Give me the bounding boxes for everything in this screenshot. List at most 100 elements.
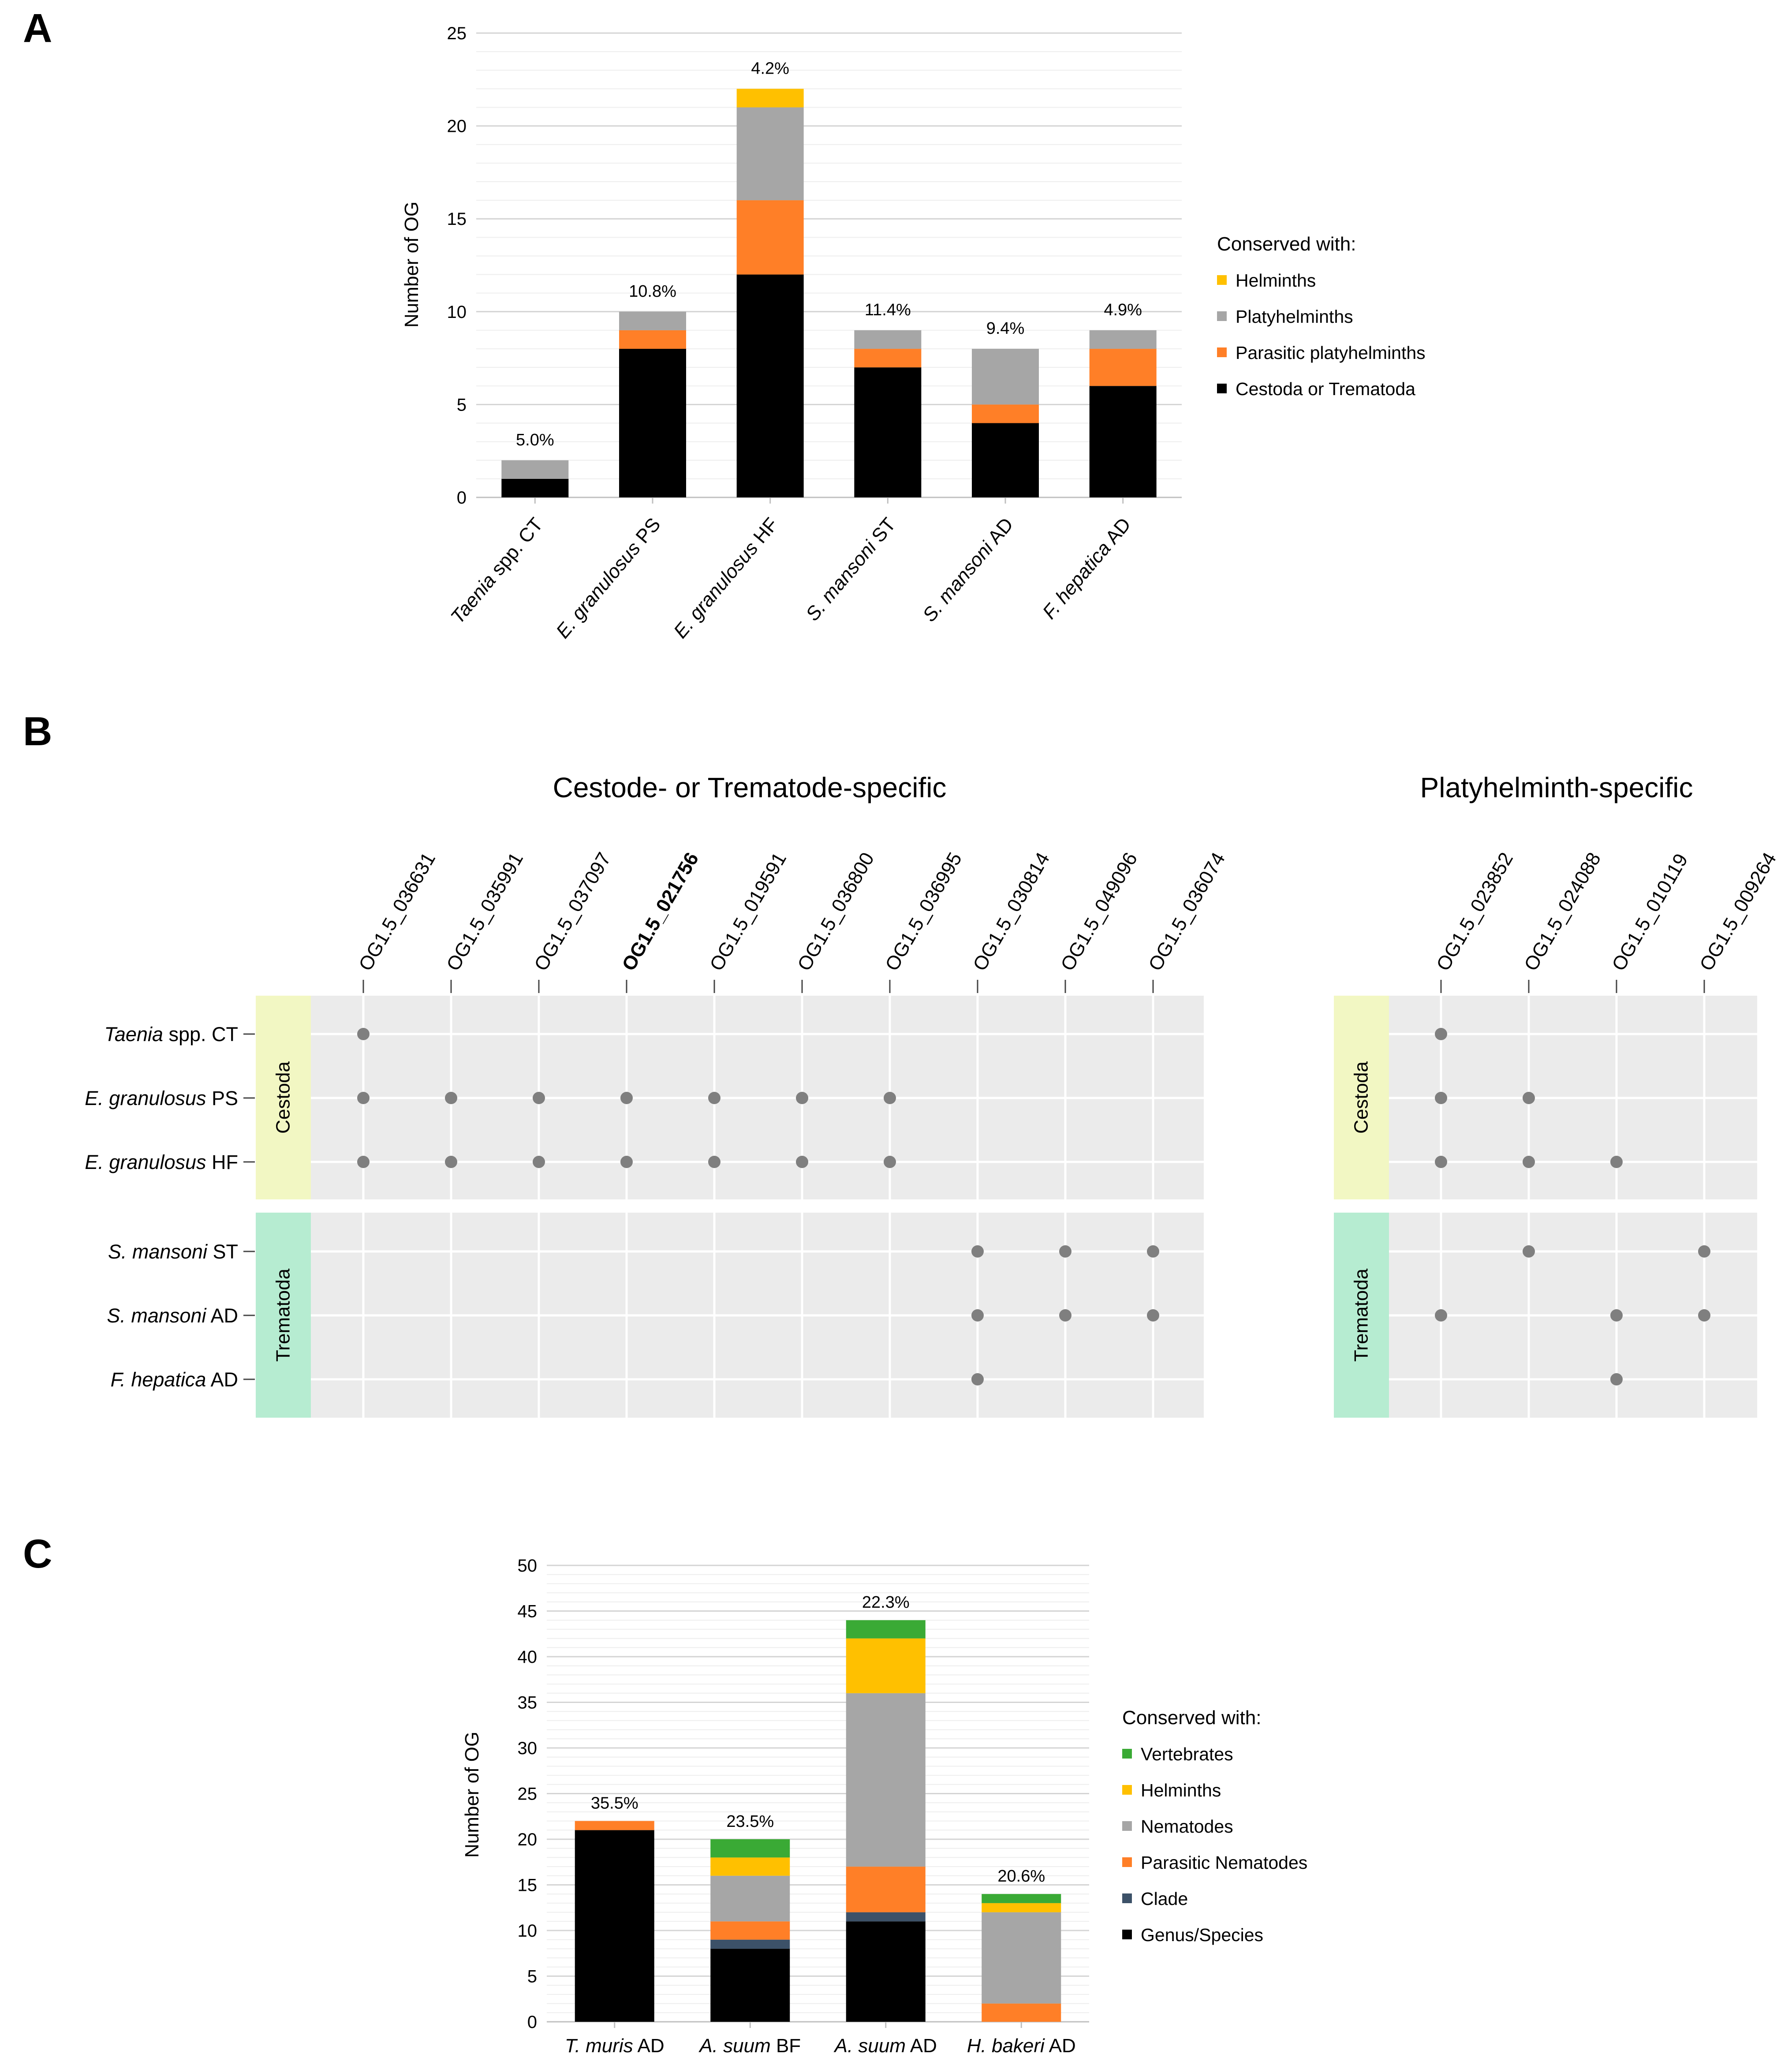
x-tick-label: F. hepatica AD [1038,514,1135,623]
x-tick-label: H. bakeri AD [967,2035,1076,2057]
x-tick-label-rest: spp. CT [484,514,547,584]
bar-segment-helminths [982,1903,1061,1912]
x-tick-label-italic: S. mansoni [802,536,881,625]
bar-segment-parasitic-nematodes [710,1921,790,1940]
legend-label-genus-species: Genus/Species [1141,1925,1263,1945]
row-label: S. mansoni AD [107,1304,238,1327]
bar-segment-cestoda-or-trematoda [619,349,686,497]
row-label-italic: S. mansoni [107,1304,207,1327]
x-tick-label: E. granulosus PS [552,514,665,642]
presence-dot [1059,1309,1071,1322]
y-tick-label: 0 [457,488,467,508]
presence-dot [1523,1245,1535,1258]
bar-percent-label: 35.5% [591,1794,638,1813]
row-label-rest: HF [206,1151,239,1173]
bar-segment-nematodes [710,1875,790,1922]
presence-dot [445,1092,457,1104]
legend-label-parasitic-platyhelminths: Parasitic platyhelminths [1236,343,1426,363]
column-label-og1-5_019591: OG1.5_019591 [706,849,791,975]
presence-dot [708,1092,721,1104]
presence-dot [1610,1309,1623,1322]
presence-dot [357,1092,370,1104]
presence-dot [1523,1092,1535,1104]
column-label-og1-5_049096: OG1.5_049096 [1057,849,1142,975]
row-label-italic: S. mansoni [108,1240,208,1263]
legend-title: Conserved with: [1217,233,1356,255]
presence-dot [1610,1373,1623,1385]
x-tick-label-italic: F. hepatica [1038,538,1115,623]
y-tick-label: 35 [518,1693,538,1713]
x-tick-label: T. muris AD [565,2035,665,2057]
bar-segment-clade [846,1912,926,1922]
dot-block-cestode-or-trematode-specific: Cestode- or Trematode-specific Cestoda Tre… [256,772,1229,1418]
bar-segment-genus-species [575,1830,654,2022]
bar-segment-genus-species [710,1949,790,2022]
bar-segment-vertebrates [982,1894,1061,1903]
panel-letter-b: B [23,709,52,754]
column-label-og1-5_024088: OG1.5_024088 [1520,849,1605,975]
presence-dot [533,1092,545,1104]
legend-title: Conserved with: [1122,1707,1261,1729]
y-tick-label: 25 [518,1785,538,1804]
column-label-og1-5_036995: OG1.5_036995 [881,849,966,975]
legend-label-helminths: Helminths [1141,1780,1221,1800]
x-tick-label-italic: E. granulosus [669,538,762,642]
presence-dot [884,1156,896,1168]
row-label-rest: ST [207,1240,238,1263]
column-label-og1-5_010119: OG1.5_010119 [1608,850,1692,975]
legend-label-helminths: Helminths [1236,270,1316,291]
presence-dot [1147,1309,1159,1322]
y-tick-label: 25 [447,24,467,43]
x-tick-label-rest: BF [771,2035,801,2057]
bar-segment-nematodes [982,1912,1061,2004]
row-label-rest: spp. CT [163,1023,238,1046]
legend-label-parasitic-nematodes: Parasitic Nematodes [1141,1852,1307,1873]
panel-c: 0 5 10 15 20 25 30 35 40 45 50 Number of OG 35.5% T. … [461,1556,1307,2057]
column-label-og1-5_021756: OG1.5_021756 [618,849,703,975]
presence-dot [1147,1245,1159,1258]
bar-segment-cestoda-or-trematoda [854,367,922,497]
panel-a: 0 5 10 15 20 25 Number of OG 5.0% Taenia spp. CT… [401,24,1426,642]
y-tick-label: 10 [447,302,467,322]
row-label-italic: Taenia [104,1023,163,1046]
y-tick-label: 20 [447,117,467,136]
bar-segment-platyhelminths [501,460,569,479]
bar-segment-cestoda-or-trematoda [972,423,1039,497]
presence-dot [1523,1156,1535,1168]
bar-segment-parasitic-nematodes [846,1867,926,1912]
panel-letter-a: A [23,6,52,51]
bar-segment-parasitic-platyhelminths [972,404,1039,423]
bar-segment-genus-species [846,1921,926,2022]
group-strip-label: Trematoda [273,1268,294,1362]
x-tick-label-italic: Taenia [447,570,500,627]
group-strip-cestoda [256,996,311,1199]
presence-dot [1435,1028,1447,1040]
column-label-og1-5_009264: OG1.5_009264 [1695,849,1781,975]
presence-dot [533,1156,545,1168]
y-axis-title: Number of OG [461,1732,483,1858]
bar-segment-platyhelminths [619,311,686,330]
presence-dot [1435,1309,1447,1322]
column-label-og1-5_030814: OG1.5_030814 [969,849,1054,975]
legend-swatch-helminths [1122,1785,1132,1795]
y-axis-title: Number of OG [401,202,422,328]
column-label-og1-5_036800: OG1.5_036800 [793,849,878,975]
bar-segment-parasitic-platyhelminths [619,330,686,349]
bar-percent-label: 11.4% [865,301,911,319]
bar-segment-clade [710,1939,790,1949]
bar-percent-label: 5.0% [516,431,554,449]
panel-letter-c: C [23,1531,52,1576]
legend-swatch-cestoda-or-trematoda [1217,384,1227,393]
presence-dot [796,1156,808,1168]
y-tick-label: 5 [457,395,467,414]
presence-dot [445,1156,457,1168]
bar-segment-helminths [710,1857,790,1876]
y-tick-label: 45 [518,1602,538,1621]
x-tick-label: A. suum BF [698,2035,801,2057]
bar-percent-label: 4.2% [751,59,789,78]
x-tick-label: S. mansoni AD [918,514,1018,626]
y-tick-label: 40 [518,1647,538,1667]
group-strip-trematoda [1334,1213,1389,1418]
presence-dot [1610,1156,1623,1168]
legend-label-platyhelminths: Platyhelminths [1236,306,1353,327]
